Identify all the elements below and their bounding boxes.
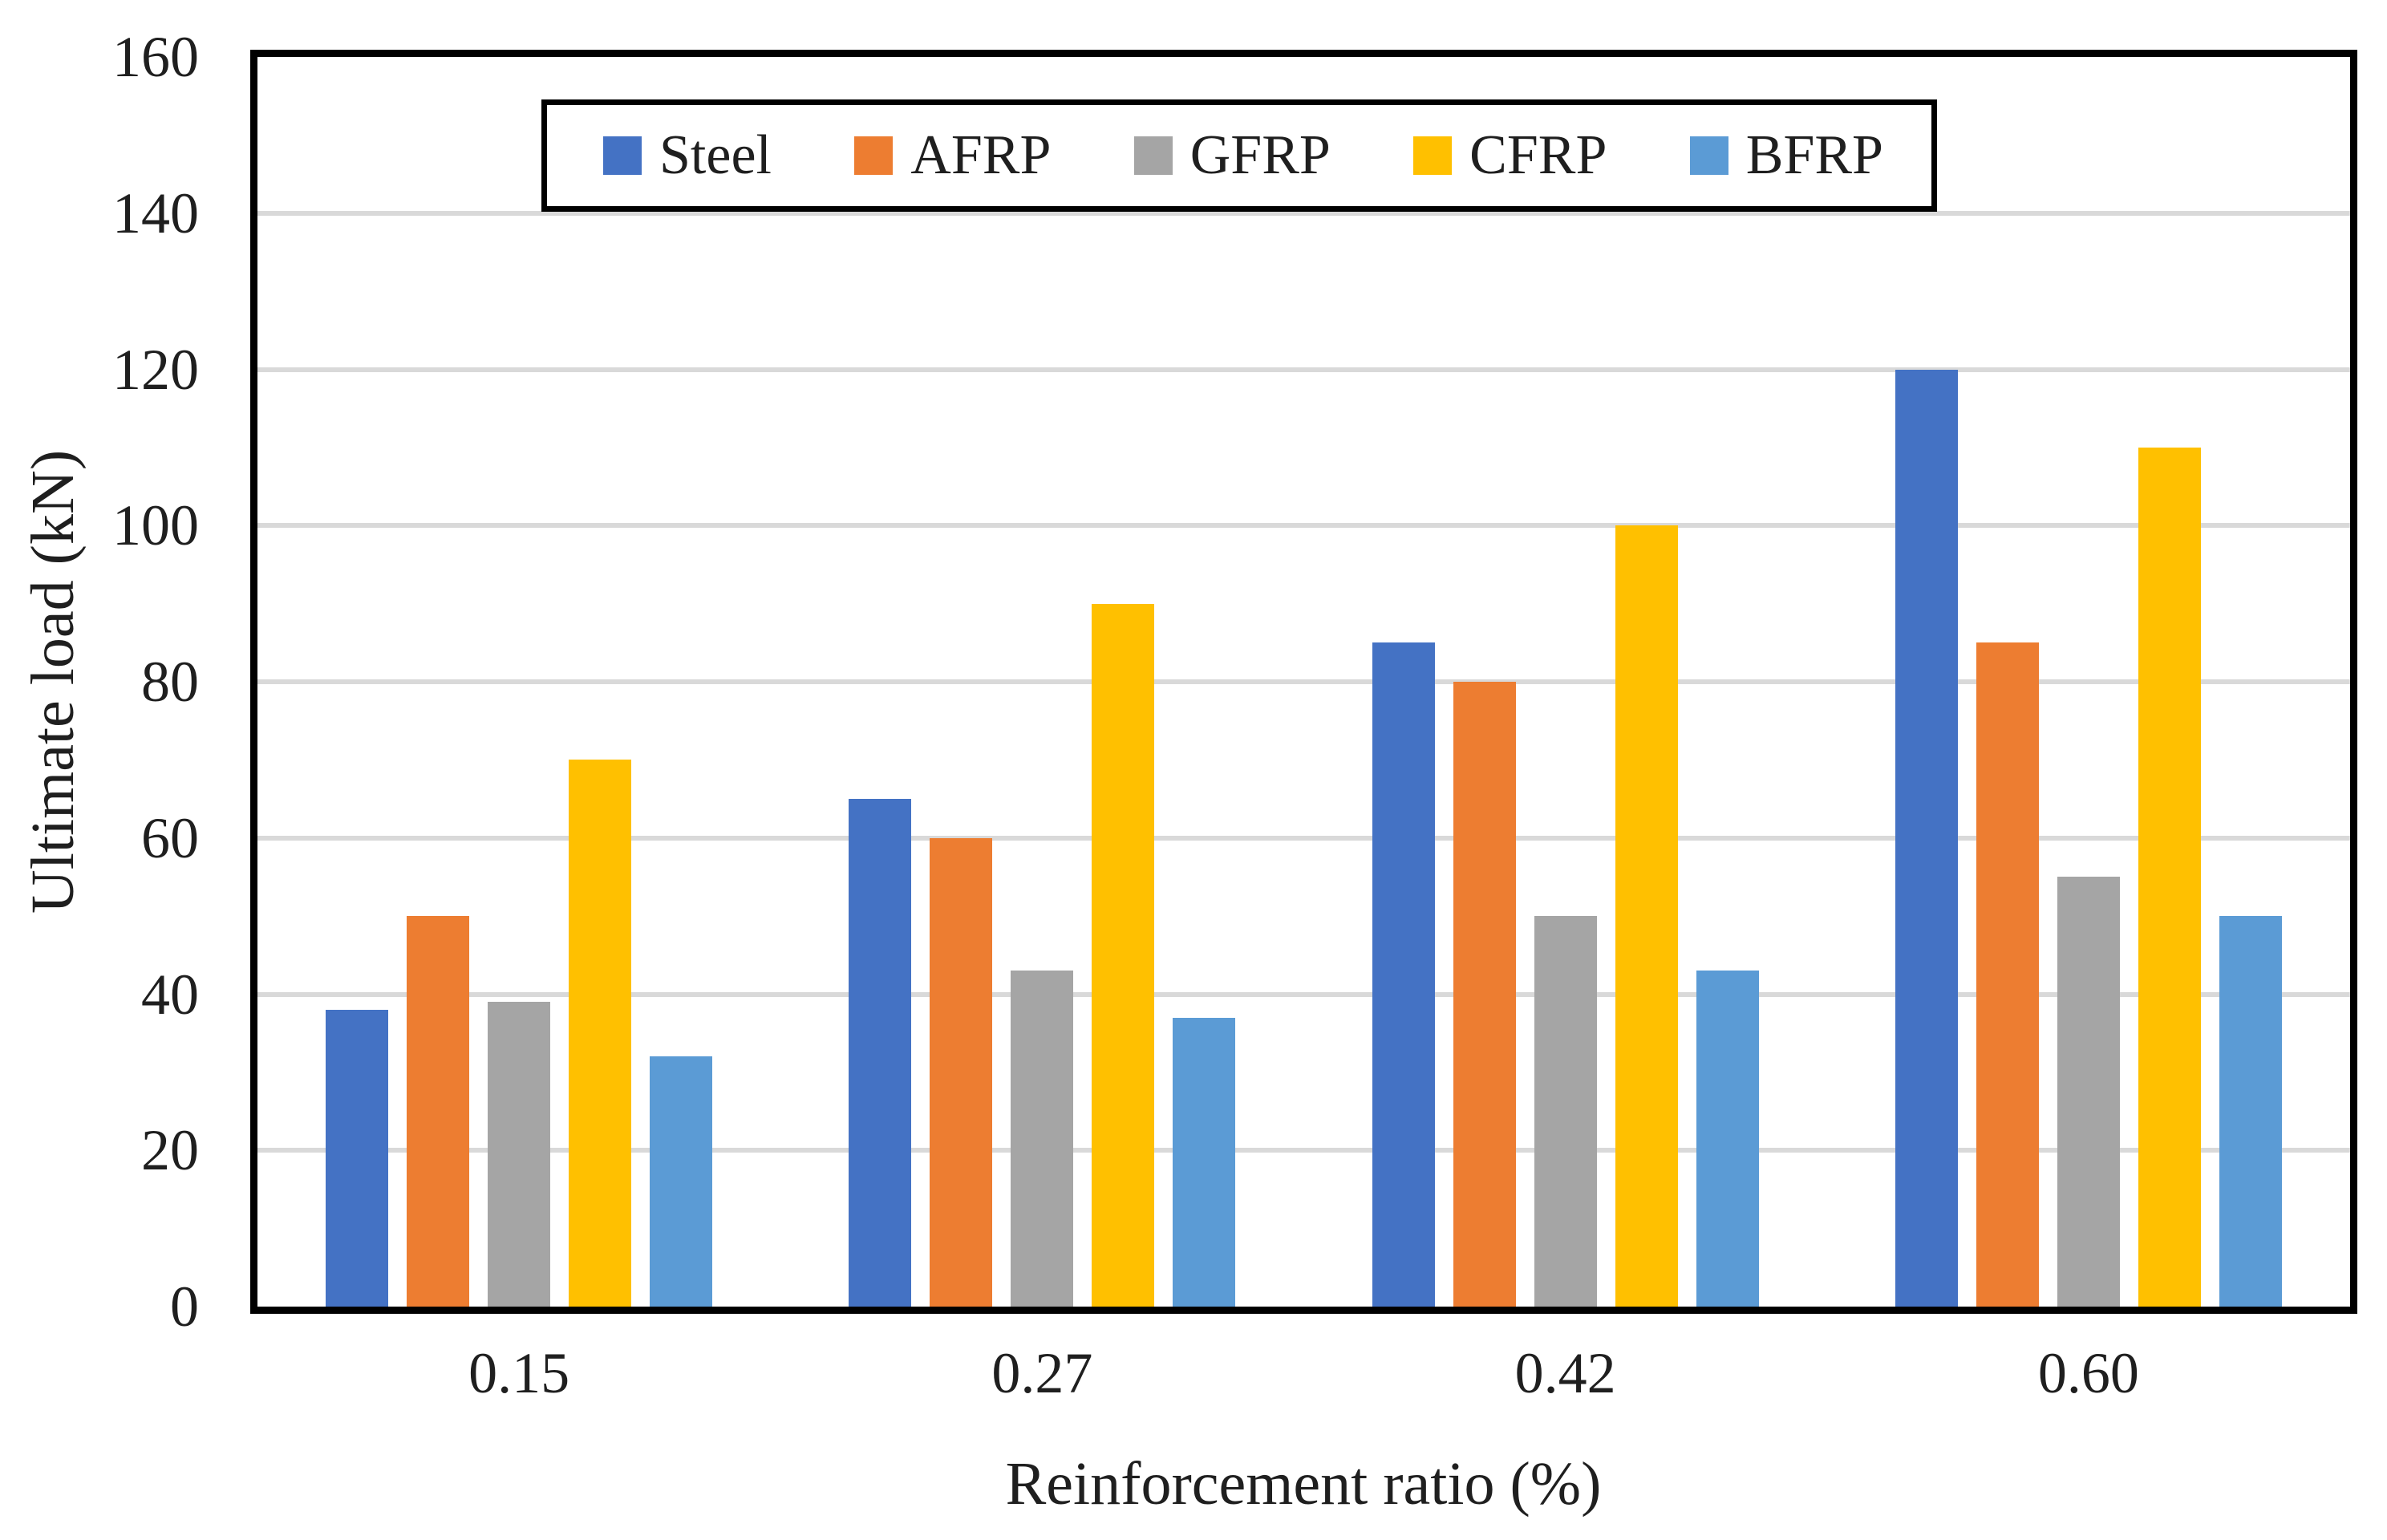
gridline-80 — [257, 679, 2350, 684]
legend-swatch-gfrp — [1133, 136, 1173, 175]
gridline-40 — [257, 991, 2350, 997]
bar-cfrp-0.60 — [2138, 447, 2201, 1307]
legend-swatch-steel — [603, 136, 642, 175]
legend-item-gfrp: GFRP — [1133, 124, 1331, 186]
y-tick-label-160: 160 — [112, 25, 199, 89]
y-tick-label-80: 80 — [141, 650, 199, 714]
bar-gfrp-0.42 — [1534, 916, 1597, 1307]
legend-item-cfrp: CFRP — [1413, 128, 1607, 184]
legend-swatch-bfrp — [1689, 136, 1728, 175]
bar-steel-0.60 — [1895, 369, 1958, 1307]
bar-cfrp-0.15 — [569, 760, 632, 1307]
bar-afrp-0.15 — [407, 916, 470, 1307]
plot-area — [250, 50, 2357, 1314]
bar-afrp-0.60 — [1976, 642, 2039, 1307]
y-tick-label-20: 20 — [141, 1118, 199, 1183]
bar-gfrp-0.60 — [2057, 877, 2120, 1307]
legend-label-gfrp: GFRP — [1189, 124, 1331, 186]
gridline-60 — [257, 835, 2350, 841]
legend-item-bfrp: BFRP — [1689, 124, 1883, 186]
x-axis-title: Reinforcement ratio (%) — [1005, 1450, 1602, 1518]
x-tick-label-0.42: 0.42 — [1514, 1341, 1616, 1405]
x-tick-label-0.15: 0.15 — [468, 1341, 570, 1405]
bar-steel-0.27 — [849, 799, 912, 1307]
legend-label-cfrp: CFRP — [1469, 124, 1607, 186]
bar-afrp-0.42 — [1453, 682, 1516, 1307]
y-tick-label-120: 120 — [112, 337, 199, 402]
x-tick-label-0.60: 0.60 — [2037, 1341, 2139, 1405]
bar-gfrp-0.27 — [1011, 971, 1074, 1307]
bar-afrp-0.27 — [930, 837, 993, 1307]
legend-label-steel: Steel — [659, 124, 772, 186]
bar-bfrp-0.60 — [2219, 916, 2282, 1307]
bar-cfrp-0.27 — [1092, 603, 1155, 1307]
bar-bfrp-0.15 — [650, 1056, 713, 1307]
bar-gfrp-0.15 — [488, 1002, 551, 1307]
bar-bfrp-0.27 — [1173, 1017, 1236, 1307]
y-tick-label-140: 140 — [112, 180, 199, 245]
gridline-120 — [257, 367, 2350, 372]
gridline-140 — [257, 210, 2350, 216]
legend-item-steel: Steel — [603, 128, 772, 184]
gridline-100 — [257, 523, 2350, 529]
legend-swatch-afrp — [854, 136, 894, 175]
bar-bfrp-0.42 — [1696, 971, 1759, 1307]
legend-swatch-cfrp — [1413, 136, 1453, 175]
y-tick-label-40: 40 — [141, 962, 199, 1027]
legend-label-afrp: AFRP — [910, 124, 1052, 186]
legend-item-afrp: AFRP — [854, 128, 1051, 184]
bar-steel-0.15 — [326, 1009, 389, 1307]
bar-steel-0.42 — [1372, 642, 1435, 1307]
y-tick-label-100: 100 — [112, 493, 199, 558]
legend: Steel AFRP GFRP CFRP BFRP — [541, 99, 1937, 212]
gridline-20 — [257, 1148, 2350, 1153]
legend-label-bfrp: BFRP — [1745, 124, 1883, 186]
y-tick-label-0: 0 — [170, 1275, 199, 1339]
x-tick-label-0.27: 0.27 — [991, 1341, 1093, 1405]
y-tick-label-60: 60 — [141, 805, 199, 870]
bar-cfrp-0.42 — [1615, 525, 1678, 1307]
